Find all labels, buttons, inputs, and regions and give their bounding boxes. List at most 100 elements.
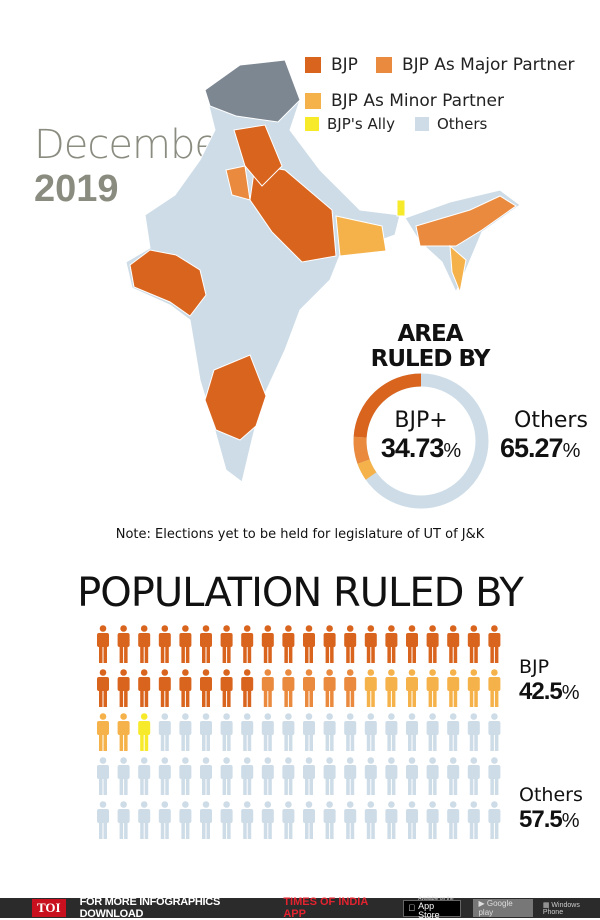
person-icon [179, 713, 192, 751]
person-icon [364, 713, 377, 751]
person-icon [261, 669, 274, 707]
person-icon [200, 713, 212, 751]
person-icon [282, 669, 295, 707]
person-icon [426, 669, 439, 707]
map-up [249, 164, 337, 263]
person-icon [488, 757, 501, 795]
person-icon [97, 713, 109, 751]
person-icon [117, 801, 130, 839]
toi-logo: TOI [32, 899, 66, 917]
person-icon [138, 713, 151, 751]
person-icon [200, 757, 212, 795]
person-icon [323, 669, 336, 707]
person-icon [364, 669, 377, 707]
person-icon [97, 669, 109, 707]
person-icon [220, 757, 233, 795]
person-icon [303, 669, 315, 707]
person-icon [282, 713, 295, 751]
person-icon [97, 801, 109, 839]
footer-text: FOR MORE INFOGRAPHICS DOWNLOAD [79, 896, 221, 920]
person-icon [241, 713, 254, 751]
person-icon [117, 713, 130, 751]
legend-item-major: BJP As Major Partner [375, 55, 575, 75]
person-icon [344, 757, 357, 795]
person-icon [406, 801, 418, 839]
donut-others-label: Others 65.27% [500, 408, 588, 463]
person-icon [344, 669, 357, 707]
person-icon [344, 713, 357, 751]
play-icon: ▶ [476, 899, 484, 908]
person-icon [282, 625, 295, 663]
person-icon [406, 625, 418, 663]
person-icon [344, 625, 357, 663]
area-chart-title: AREA RULED BY [370, 321, 491, 372]
person-icon [179, 625, 192, 663]
person-icon [447, 757, 460, 795]
person-icon [282, 801, 295, 839]
person-icon [220, 713, 233, 751]
person-icon [261, 713, 274, 751]
person-icon [97, 625, 109, 663]
footer-banner: TOI FOR MORE INFOGRAPHICS DOWNLOAD TIMES… [0, 895, 600, 920]
google-play-text: Google play [476, 899, 512, 917]
person-icon [344, 801, 357, 839]
legend-item-minor: BJP As Minor Partner [305, 91, 600, 111]
google-play-badge[interactable]: ▶ Google play [473, 899, 533, 917]
app-store-badge[interactable]:  Available on the App Store [403, 895, 462, 920]
app-store-small-text: Available on the [415, 895, 454, 902]
person-icon [179, 757, 192, 795]
person-icon [241, 669, 254, 707]
person-icon [200, 669, 212, 707]
donut-segment-bjp-plus [353, 436, 370, 464]
app-store-text: App Store [415, 900, 440, 920]
person-icon [447, 801, 460, 839]
person-icon [138, 757, 151, 795]
donut-bjp-label: BJP+ 34.73% [380, 408, 462, 463]
population-title: POPULATION RULED BY [77, 570, 524, 616]
person-icon [241, 801, 254, 839]
person-icon [158, 801, 171, 839]
person-icon [426, 801, 439, 839]
person-icon [426, 625, 439, 663]
person-icon [385, 757, 398, 795]
donut-segment-bjp-plus [357, 459, 377, 480]
person-icon [261, 801, 274, 839]
person-icon [323, 713, 336, 751]
person-icon [158, 713, 171, 751]
year-label: 2019 [34, 168, 119, 210]
person-icon [138, 669, 151, 707]
footer-highlight: TIMES OF INDIA APP [283, 896, 368, 920]
person-icon [467, 801, 480, 839]
map-bihar [335, 215, 387, 257]
person-icon [282, 757, 295, 795]
person-icon [426, 757, 439, 795]
person-icon [406, 757, 418, 795]
person-icon [406, 669, 418, 707]
person-icon [323, 801, 336, 839]
person-icon [261, 757, 274, 795]
pop-bjp-label: BJP 42.5% [519, 656, 580, 705]
person-icon [385, 669, 398, 707]
windows-phone-badge[interactable]: ▦ Windows Phone [543, 901, 600, 916]
legend-item-ally: BJP's Ally [305, 115, 395, 133]
map-jk [204, 59, 301, 123]
person-icon [158, 625, 171, 663]
map-karnataka [204, 354, 267, 441]
person-icon [179, 801, 192, 839]
donut-segment-bjp-plus [353, 373, 422, 438]
person-icon [241, 757, 254, 795]
person-icon [303, 801, 315, 839]
person-icon [220, 669, 233, 707]
person-icon [117, 669, 130, 707]
person-icon [117, 757, 130, 795]
india-map [125, 59, 521, 483]
person-icon [364, 757, 377, 795]
legend-item-bjp: BJP [305, 55, 358, 75]
person-icon [385, 713, 398, 751]
person-icon [385, 801, 398, 839]
person-icon [179, 669, 192, 707]
person-icon [488, 669, 501, 707]
person-icon [488, 625, 501, 663]
person-icon [467, 713, 480, 751]
population-pictograph [97, 625, 501, 839]
